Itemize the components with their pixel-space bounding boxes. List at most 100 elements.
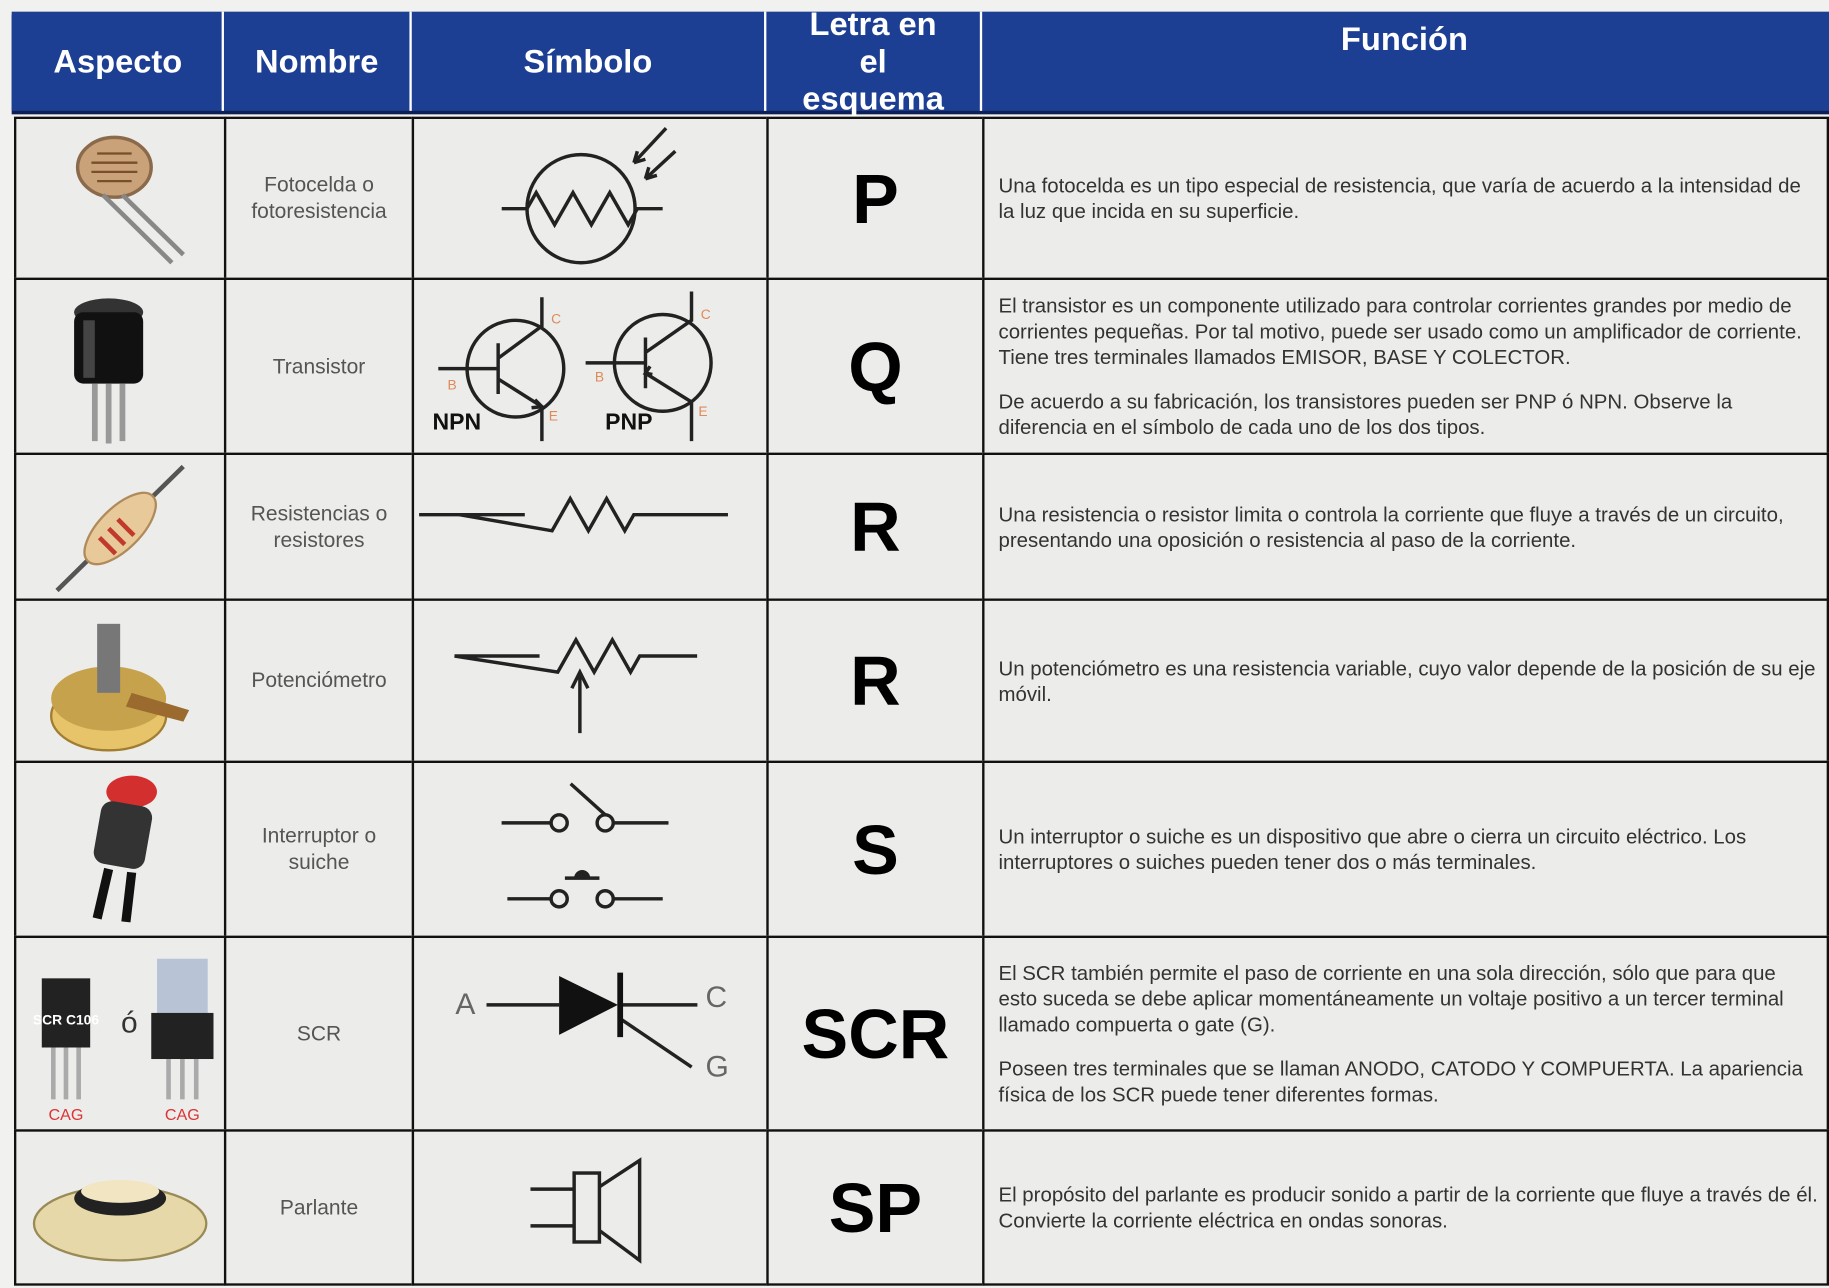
aspect-cell <box>13 1129 227 1286</box>
symbol-label: E <box>549 407 558 423</box>
symbol-label: PNP <box>605 409 652 435</box>
drawing <box>438 297 546 442</box>
function-cell: El transistor es un componente utilizado… <box>982 277 1829 456</box>
symbol-cell <box>411 452 769 601</box>
function-text: De acuerdo a su fabricación, los transis… <box>998 389 1733 439</box>
drawing: NPN PNP B C E B C E <box>433 291 713 442</box>
component-name: SCR <box>223 935 415 1132</box>
drawing <box>632 127 677 181</box>
drawing <box>92 867 137 923</box>
drawing <box>41 978 91 1048</box>
schematic-letter: R <box>766 598 985 764</box>
drawing <box>501 127 677 265</box>
drawing <box>97 623 121 693</box>
function-text: Poseen tres terminales que se llaman ANO… <box>998 1057 1803 1107</box>
drawing <box>595 889 615 909</box>
header-cell: Letra en el esquema <box>766 5 983 116</box>
schematic-letter: SCR <box>766 935 985 1132</box>
schematic-letter: R <box>766 452 985 601</box>
drawing <box>454 636 698 676</box>
symbol-label: SCR C106 <box>33 1011 99 1027</box>
drawing <box>55 464 185 593</box>
drawing <box>106 775 157 808</box>
drawing <box>486 1003 698 1069</box>
symbol-label: CAG <box>49 1106 84 1124</box>
aspect-cell <box>13 760 227 939</box>
drawing <box>81 1179 160 1203</box>
symbol-label: E <box>698 403 707 419</box>
drawing <box>501 782 669 901</box>
function-cell: El SCR también permite el paso de corrie… <box>982 935 1829 1132</box>
component-name: Interruptor o suiche <box>223 760 415 939</box>
symbol-cell <box>411 598 769 764</box>
drawing: SCR C106 ó CAG CAG <box>33 958 214 1124</box>
drawing <box>101 193 185 265</box>
drawing <box>157 958 208 1017</box>
drawing <box>166 1059 199 1100</box>
symbol-label: A <box>455 988 475 1021</box>
drawing <box>74 298 144 444</box>
symbol-label: ó <box>121 1007 138 1040</box>
function-cell: Una resistencia o resistor limita o cont… <box>982 452 1829 601</box>
header-cell: Símbolo <box>412 11 767 111</box>
drawing <box>585 291 694 442</box>
symbol-cell <box>411 116 769 281</box>
drawing <box>530 1187 575 1228</box>
schematic-letter: P <box>766 116 985 281</box>
function-cell: Una fotocelda es un tipo especial de res… <box>982 116 1829 281</box>
drawing <box>75 135 185 265</box>
drawing <box>525 189 663 229</box>
aspect-cell <box>13 116 227 281</box>
header-cell: Aspecto <box>14 11 224 111</box>
component-name: Transistor <box>223 277 415 456</box>
drawing <box>91 152 138 183</box>
drawing <box>83 320 95 378</box>
schematic-letter: Q <box>766 277 985 456</box>
aspect-cell: SCR C106 ó CAG CAG <box>13 935 227 1132</box>
drawing <box>598 1157 642 1264</box>
drawing <box>151 1012 214 1060</box>
drawing <box>572 1171 602 1244</box>
component-name: Potenciómetro <box>223 598 415 764</box>
drawing <box>32 1179 208 1262</box>
component-name: Parlante <box>223 1129 415 1286</box>
symbol-label: G <box>705 1050 728 1083</box>
function-cell: Un potenciómetro es una resistencia vari… <box>982 598 1829 764</box>
schematic-letter: S <box>766 760 985 939</box>
function-text: El transistor es un componente utilizado… <box>998 294 1802 369</box>
drawing <box>595 813 615 833</box>
symbol-label: NPN <box>433 409 482 435</box>
symbol-cell <box>411 1129 769 1286</box>
drawing <box>125 692 190 722</box>
drawing <box>574 870 591 879</box>
schematic-letter: SP <box>766 1129 985 1286</box>
drawing <box>83 491 157 566</box>
drawing <box>51 1047 81 1100</box>
header-cell: Nombre <box>224 11 412 111</box>
drawing <box>50 623 190 752</box>
symbol-label: CAG <box>165 1106 200 1124</box>
symbol-cell: NPN PNP B C E B C E <box>411 277 769 456</box>
table-header: Aspecto Nombre Símbolo Letra en el esquema F… <box>11 5 1829 116</box>
drawing <box>419 495 728 535</box>
drawing <box>91 383 126 444</box>
aspect-cell <box>13 598 227 764</box>
function-cell: Un interruptor o suiche es un dispositiv… <box>982 760 1829 939</box>
symbol-label: C <box>551 311 561 327</box>
function-cell: El propósito del parlante es producir so… <box>982 1129 1829 1286</box>
function-text: Una fotocelda es un tipo especial de res… <box>998 173 1801 223</box>
drawing <box>92 775 157 923</box>
drawing <box>75 135 153 199</box>
function-text: Un interruptor o suiche es un dispositiv… <box>998 824 1747 874</box>
drawing <box>97 517 136 556</box>
header-cell: Función <box>1340 21 1468 58</box>
drawing <box>93 801 153 869</box>
aspect-cell <box>13 277 227 456</box>
function-text: Una resistencia o resistor limita o cont… <box>998 502 1784 552</box>
symbol-label: C <box>701 306 711 322</box>
drawing <box>419 495 728 535</box>
symbol-cell <box>411 760 769 939</box>
drawing <box>549 889 569 909</box>
symbol-label: B <box>595 368 604 384</box>
